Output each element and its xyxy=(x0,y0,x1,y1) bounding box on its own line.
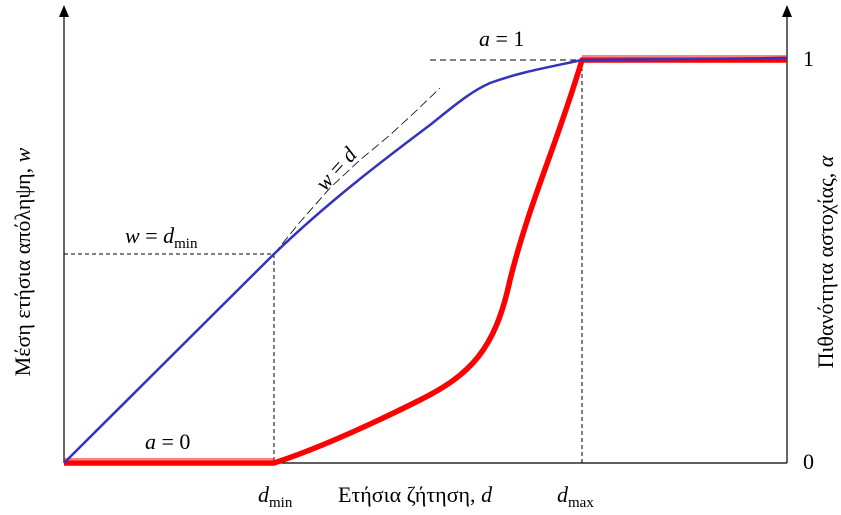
y-right-axis-label: Πιθανότητα αστοχίας, α xyxy=(813,155,838,368)
right-axis-arrow xyxy=(782,5,792,17)
annotation-a-equals-0: a = 0 xyxy=(145,429,190,454)
x-tick-dmin: dmin xyxy=(258,482,293,511)
annotation-w-equals-d: w = d xyxy=(310,141,362,195)
x-tick-dmax: dmax xyxy=(557,482,594,511)
x-axis-label: Ετήσια ζήτηση, d xyxy=(338,482,493,507)
y-left-axis-label: Μέση ετήσια απόληψη, w xyxy=(10,147,35,376)
guide-w-equals-d-line xyxy=(273,87,441,255)
annotation-w-equals-dmin: w = dmin xyxy=(125,223,198,252)
right-tick-1: 1 xyxy=(803,46,814,71)
mean-withdrawal-curve xyxy=(63,56,788,464)
left-axis-arrow xyxy=(59,5,69,17)
right-tick-0: 0 xyxy=(803,449,814,474)
annotation-a-equals-1: a = 1 xyxy=(479,26,524,51)
failure-probability-curve xyxy=(64,57,787,466)
